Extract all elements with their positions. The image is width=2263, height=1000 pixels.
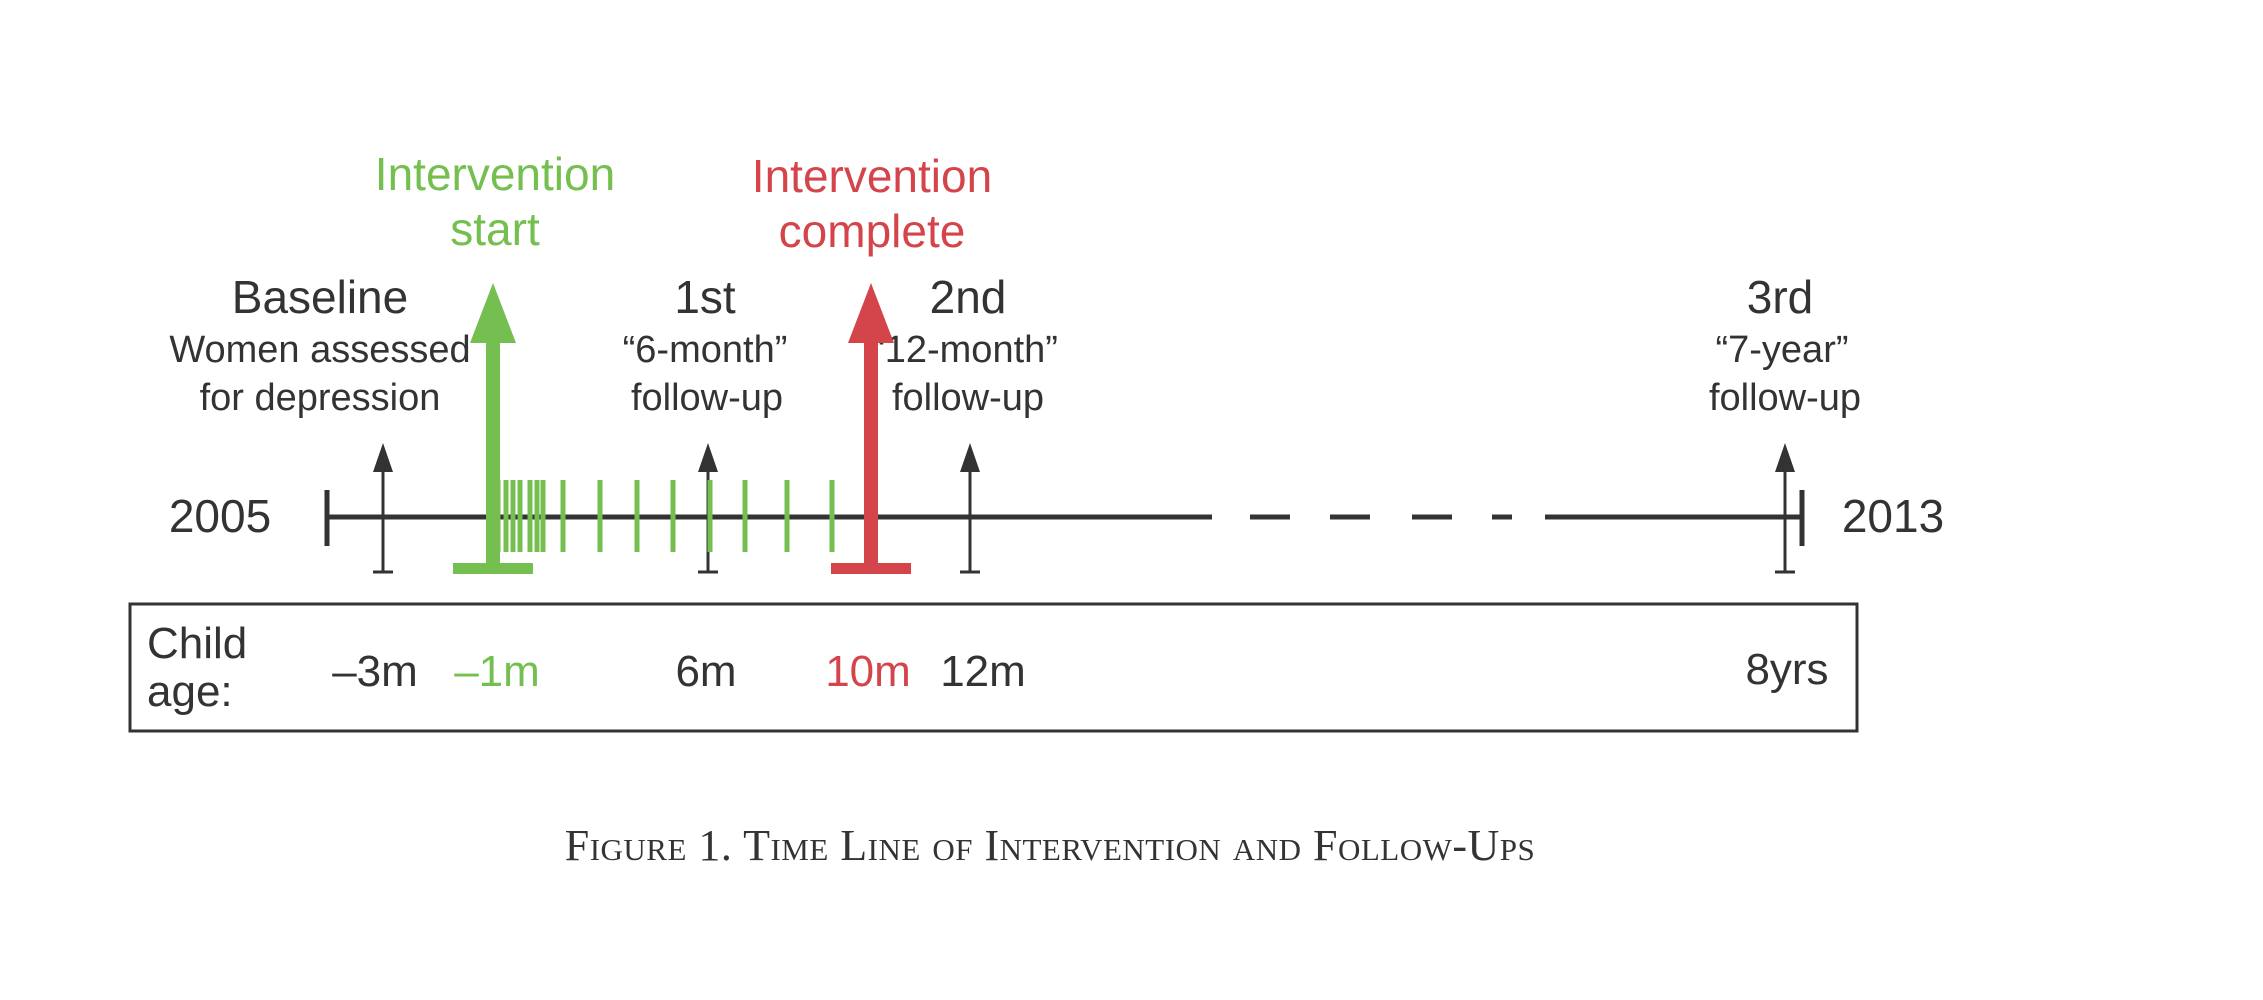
second-followup-desc-1: “12-month” (872, 329, 1058, 371)
first-followup-desc-1: “6-month” (623, 329, 788, 371)
first-followup-title: 1st (674, 271, 736, 323)
child-age-start: –1m (454, 647, 540, 696)
intervention-complete-label-1: Intervention (752, 150, 992, 202)
intervention-start-arrow (453, 283, 533, 574)
first-followup-desc-2: follow-up (631, 377, 783, 419)
intervention-complete-label-2: complete (779, 205, 966, 257)
end-year-label: 2013 (1842, 490, 1944, 542)
child-age-third: 8yrs (1745, 645, 1828, 694)
baseline-desc-1: Women assessed (169, 329, 470, 371)
intervention-start-label-2: start (450, 203, 540, 255)
child-age-label-2: age: (147, 667, 233, 716)
timeline-axis (324, 490, 1805, 546)
intervention-complete-arrow (831, 283, 911, 574)
third-followup-desc-1: “7-year” (1715, 329, 1848, 371)
figure-caption: Figure 1. Time Line of Intervention and … (564, 821, 1536, 870)
child-age-first: 6m (675, 647, 736, 696)
start-year-label: 2005 (169, 490, 271, 542)
child-age-complete: 10m (825, 647, 911, 696)
second-followup-arrow (960, 443, 980, 574)
third-followup-desc-2: follow-up (1709, 377, 1861, 419)
third-followup-title: 3rd (1747, 271, 1813, 323)
second-followup-title: 2nd (930, 271, 1007, 323)
baseline-title: Baseline (232, 271, 408, 323)
baseline-desc-2: for depression (200, 377, 441, 419)
child-age-baseline: –3m (332, 647, 418, 696)
assessment-arrows (373, 443, 1795, 574)
baseline-arrow (373, 443, 393, 574)
child-age-box (128, 602, 1859, 733)
third-followup-arrow (1775, 443, 1795, 574)
second-followup-desc-2: follow-up (892, 377, 1044, 419)
child-age-second: 12m (940, 647, 1026, 696)
intervention-start-label-1: Intervention (375, 148, 615, 200)
child-age-label-1: Child (147, 619, 247, 668)
